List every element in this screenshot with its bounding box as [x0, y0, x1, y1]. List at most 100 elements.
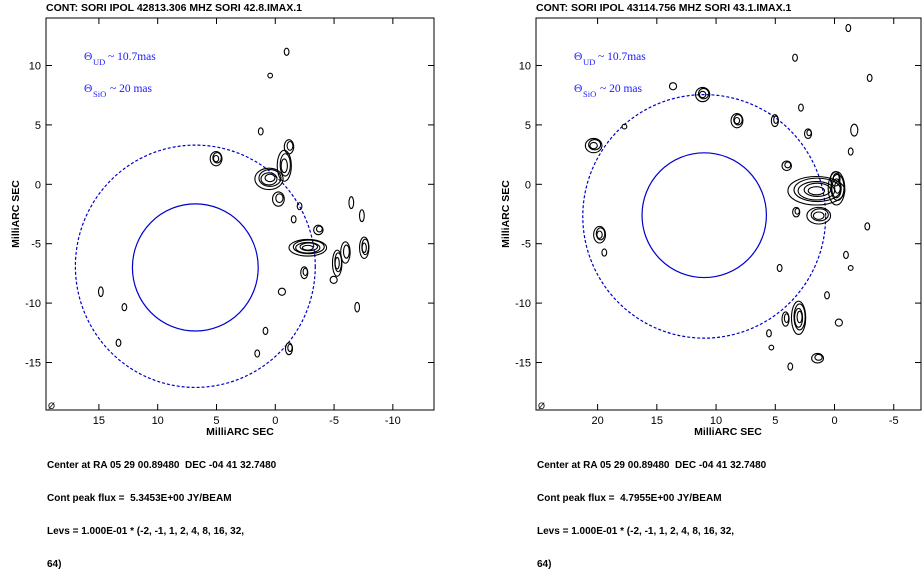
contour-blob	[843, 250, 849, 260]
contour-level	[288, 238, 328, 257]
contour-level	[295, 241, 321, 254]
contour-blob	[811, 352, 825, 364]
contour-blob	[331, 249, 343, 277]
contour-level	[596, 230, 603, 239]
contour-level	[267, 72, 274, 79]
contour-level	[787, 362, 794, 371]
contour-level	[262, 326, 269, 336]
contour-level	[277, 287, 287, 296]
theta-subscript: SiO	[583, 89, 596, 99]
contour-level	[589, 141, 598, 150]
contour-blob	[121, 303, 128, 312]
contour-blob	[864, 222, 871, 231]
contour-level	[794, 207, 800, 215]
contour-level	[302, 267, 308, 277]
contour-blob	[358, 236, 370, 260]
contour-level	[283, 47, 290, 56]
contour-level	[847, 265, 854, 271]
contour-blob	[115, 338, 122, 347]
panel-right: CONT: SORI IPOL 43114.756 MHZ SORI 43.1.…	[500, 2, 922, 438]
contour-blob	[283, 47, 290, 56]
contour-blob	[290, 215, 297, 224]
x-tick-label: -5	[329, 415, 339, 427]
contour-level	[254, 167, 284, 191]
theta-value: ~ 10.7mas	[598, 51, 646, 63]
contour-blob	[284, 342, 294, 356]
contour-level	[783, 313, 790, 324]
contour-level	[776, 263, 783, 273]
footer-center-line: Center at RA 05 29 00.89480 DEC -04 41 3…	[537, 460, 767, 471]
y-tick-label: -15	[25, 357, 41, 369]
y-tick-label: -15	[515, 357, 531, 369]
y-tick-label: -10	[25, 298, 41, 310]
contour-blob	[300, 266, 309, 280]
contour-level	[299, 242, 319, 252]
footer-levels-line: Levs = 1.000E-01 * (-2, -1, 1, 2, 4, 8, …	[537, 526, 735, 537]
theta-ud-label: Θ UD ~ 10.7mas	[84, 51, 156, 67]
theta-symbol: Θ	[574, 83, 582, 95]
footer-peak-flux-line: Cont peak flux = 5.3453E+00 JY/BEAM	[47, 493, 232, 504]
contour-blob	[340, 241, 351, 264]
contour-level	[792, 53, 798, 62]
x-tick-label: -10	[385, 415, 401, 427]
contour-level	[361, 242, 367, 254]
contour-blob	[277, 287, 287, 296]
contour-level	[329, 275, 338, 284]
contour-level	[115, 338, 122, 347]
x-tick-label: 15	[651, 415, 663, 427]
contour-level	[790, 300, 807, 336]
theta-value: ~ 10.7mas	[108, 51, 156, 63]
contour-level	[697, 87, 710, 100]
y-tick-label: 10	[519, 61, 531, 73]
contour-level	[593, 225, 607, 244]
contour-blob	[866, 73, 873, 83]
contour-level	[730, 112, 744, 129]
contour-blob	[798, 103, 804, 112]
y-tick-label: -5	[521, 239, 531, 251]
contour-blob	[354, 301, 361, 313]
contour-level	[290, 215, 297, 224]
contour-level	[264, 173, 276, 183]
contour-level	[766, 329, 772, 338]
y-tick-label: 10	[29, 61, 41, 73]
x-tick-label: -5	[889, 415, 899, 427]
theta-subscript: SiO	[93, 89, 106, 99]
contour-level	[781, 160, 793, 172]
contour-level	[698, 90, 707, 99]
theta-ud-label: Θ UD ~ 10.7mas	[574, 51, 646, 67]
contour-blob	[358, 209, 365, 223]
theta-subscript: UD	[583, 57, 595, 67]
contour-level	[254, 349, 261, 358]
x-tick-label: 10	[152, 415, 164, 427]
contour-blob	[283, 139, 295, 155]
x-tick-label: 15	[93, 415, 105, 427]
contour-blob	[792, 53, 798, 62]
contour-level	[601, 248, 608, 257]
contour-level	[843, 250, 849, 260]
contour-blob	[329, 275, 338, 284]
contour-blob	[790, 300, 807, 336]
contour-blob	[847, 265, 854, 271]
contour-level	[773, 115, 779, 124]
panel-right-title: CONT: SORI IPOL 43114.756 MHZ SORI 43.1.…	[536, 2, 792, 14]
contour-level	[212, 154, 220, 163]
panel-right-frame	[535, 17, 922, 411]
contour-level	[313, 224, 324, 236]
contour-level	[258, 169, 282, 187]
contour-blob	[262, 326, 269, 336]
panel-right-footer: Center at RA 05 29 00.89480 DEC -04 41 3…	[537, 438, 766, 581]
contour-blob	[781, 160, 793, 172]
panel-left-ylabel: MilliARC SEC	[10, 180, 22, 248]
contour-blob	[776, 263, 783, 273]
theta-value: ~ 20 mas	[600, 83, 643, 95]
contour-blob	[834, 318, 843, 327]
panel-left-frame	[45, 17, 435, 411]
y-tick-label: 5	[35, 120, 41, 132]
contour-level	[283, 139, 295, 155]
contour-blob	[254, 349, 261, 358]
panel-left-corner-mark: Ø	[48, 401, 55, 411]
contour-level	[286, 140, 294, 151]
contour-blob	[792, 206, 801, 218]
contour-level	[768, 344, 775, 351]
contour-blob	[730, 112, 744, 129]
